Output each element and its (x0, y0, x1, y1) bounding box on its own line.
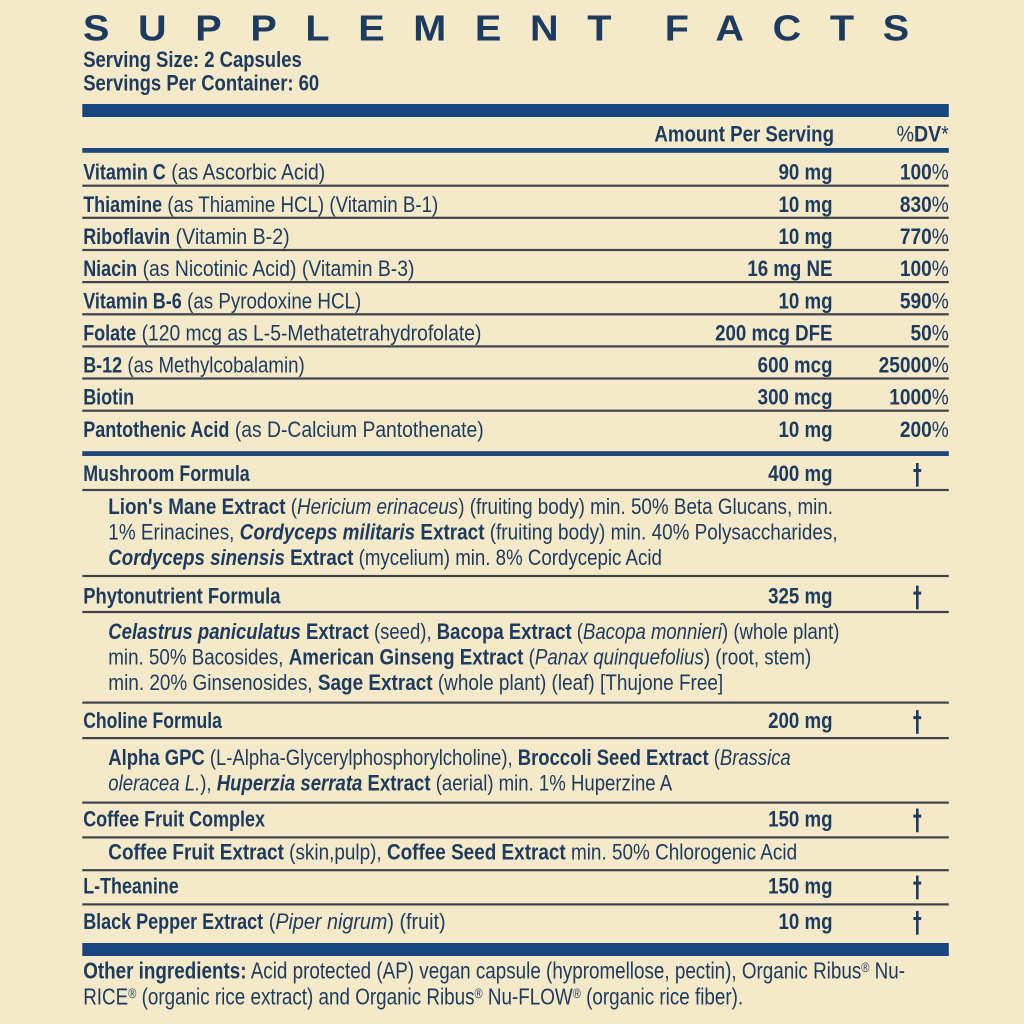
svg-text:50%: 50% (910, 321, 948, 346)
svg-text:90 mg: 90 mg (778, 161, 832, 185)
svg-text:%DV*: %DV* (897, 122, 949, 146)
svg-text:830%: 830% (900, 193, 949, 218)
svg-text:100%: 100% (900, 160, 949, 185)
svg-text:100%: 100% (900, 257, 949, 282)
svg-text:(as Nicotinic Acid) (Vitamin B: (as Nicotinic Acid) (Vitamin B-3) (137, 257, 414, 281)
svg-text:oleracea L.), Huperzia serrata: oleracea L.), Huperzia serrata Extract (… (108, 772, 672, 796)
svg-text:Coffee Fruit Extract (skin,pul: Coffee Fruit Extract (skin,pulp), Coffee… (108, 840, 797, 865)
svg-text:Pantothenic Acid: Pantothenic Acid (83, 418, 229, 442)
svg-text:590%: 590% (900, 289, 949, 314)
svg-text:150 mg: 150 mg (768, 808, 832, 832)
svg-text:Lion's Mane Extract (Hericium: Lion's Mane Extract (Hericium erinaceus)… (108, 495, 833, 520)
svg-text:Choline Formula: Choline Formula (83, 709, 223, 733)
svg-text:(Piper nigrum) (fruit): (Piper nigrum) (fruit) (263, 910, 445, 934)
svg-text:10 mg: 10 mg (778, 911, 832, 935)
svg-text:Thiamine: Thiamine (83, 193, 162, 217)
svg-text:Vitamin B-6: Vitamin B-6 (83, 290, 182, 314)
svg-text:Black Pepper Extract: Black Pepper Extract (83, 910, 263, 934)
svg-text:Mushroom Formula: Mushroom Formula (83, 462, 250, 486)
svg-text:Amount Per Serving: Amount Per Serving (654, 123, 834, 147)
svg-text:Biotin: Biotin (83, 386, 134, 410)
svg-text:(as Pyrodoxine HCL): (as Pyrodoxine HCL) (182, 289, 361, 314)
svg-text:770%: 770% (900, 225, 949, 250)
svg-text:Folate: Folate (83, 322, 136, 346)
svg-text:B-12: B-12 (83, 354, 122, 378)
svg-text:1% Erinacines, Cordyceps milit: 1% Erinacines, Cordyceps militaris Extra… (108, 520, 837, 545)
svg-text:200 mg: 200 mg (768, 710, 832, 734)
svg-text:600 mcg: 600 mcg (758, 354, 833, 378)
svg-text:25000%: 25000% (879, 353, 949, 378)
svg-text:Alpha GPC (L-Alpha-Glycerylpho: Alpha GPC (L-Alpha-Glycerylphosphorylcho… (108, 747, 790, 771)
svg-text:10 mg: 10 mg (778, 226, 832, 250)
svg-text:Celastrus paniculatus Extract: Celastrus paniculatus Extract (seed), Ba… (108, 621, 839, 645)
svg-text:400 mg: 400 mg (768, 463, 832, 487)
svg-text:(120 mcg as L-5-Methatetrahydr: (120 mcg as L-5-Methatetrahydrofolate) (136, 321, 481, 345)
svg-text:325 mg: 325 mg (768, 585, 832, 609)
svg-text:Vitamin C: Vitamin C (83, 161, 166, 185)
svg-text:Coffee Fruit Complex: Coffee Fruit Complex (83, 808, 266, 832)
svg-text:200%: 200% (900, 418, 949, 443)
svg-text:Cordyceps sinensis Extract (my: Cordyceps sinensis Extract (mycelium) mi… (108, 547, 662, 571)
svg-text:(as Thiamine HCL) (Vitamin B-1: (as Thiamine HCL) (Vitamin B-1) (162, 194, 438, 218)
svg-text:300 mcg: 300 mcg (758, 386, 833, 410)
svg-text:Phytonutrient Formula: Phytonutrient Formula (83, 585, 281, 609)
svg-text:16 mg NE: 16 mg NE (747, 258, 832, 282)
svg-text:min. 20% Ginsenosides, Sage Ex: min. 20% Ginsenosides, Sage Extract (who… (108, 671, 723, 696)
svg-text:1000%: 1000% (889, 385, 949, 410)
svg-text:RICE®​ (organic rice extract): RICE®​ (organic rice extract) and Organi… (83, 985, 743, 1010)
svg-text:L-Theanine: L-Theanine (83, 875, 179, 899)
svg-text:(as Ascorbic Acid): (as Ascorbic Acid) (166, 161, 325, 185)
svg-text:10 mg: 10 mg (778, 290, 832, 314)
svg-text:Niacin: Niacin (83, 258, 137, 282)
svg-text:(as D-Calcium Pantothenate): (as D-Calcium Pantothenate) (230, 418, 484, 442)
svg-text:Serving Size: 2 Capsules: Serving Size: 2 Capsules (83, 49, 302, 73)
svg-text:10 mg: 10 mg (778, 194, 832, 218)
svg-text:Servings Per Container: 60: Servings Per Container: 60 (83, 72, 319, 96)
svg-text:200 mcg DFE: 200 mcg DFE (715, 322, 832, 346)
svg-text:10 mg: 10 mg (778, 419, 832, 443)
svg-text:(Vitamin B-2): (Vitamin B-2) (170, 225, 289, 249)
svg-text:(as Methylcobalamin): (as Methylcobalamin) (122, 354, 304, 378)
svg-text:Other ingredients: Acid protec: Other ingredients: Acid protected (AP) v… (83, 959, 905, 984)
svg-text:150 mg: 150 mg (768, 875, 832, 899)
svg-text:Riboflavin: Riboflavin (83, 225, 170, 249)
svg-text:SUPPLEMENT FACTS: SUPPLEMENT FACTS (83, 9, 938, 49)
svg-text:min. 50% Bacosides, American G: min. 50% Bacosides, American Ginseng Ext… (108, 645, 811, 670)
